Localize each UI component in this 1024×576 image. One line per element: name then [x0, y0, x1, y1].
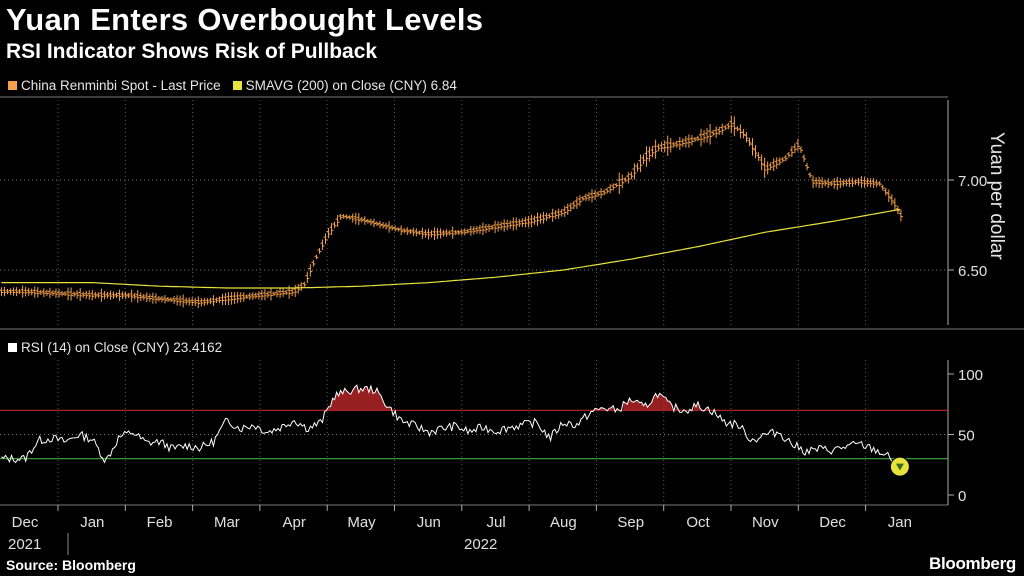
chart-subtitle: RSI Indicator Shows Risk of Pullback: [6, 40, 378, 63]
month-label: Mar: [214, 514, 240, 531]
legend-item-sma: SMAVG (200) on Close (CNY) 6.84: [232, 78, 457, 93]
spot-series: [0, 115, 903, 309]
month-label: Dec: [12, 514, 39, 531]
rsi-tick-label: 100: [958, 367, 983, 384]
month-label: Jan: [888, 514, 912, 531]
month-label: Nov: [752, 514, 779, 531]
month-label: Sep: [617, 514, 644, 531]
source-note: Source: Bloomberg: [6, 557, 136, 573]
rsi-tick-label: 0: [958, 488, 966, 505]
sma-line: [1, 208, 901, 289]
month-label: Jun: [417, 514, 441, 531]
overbought-fill: [623, 393, 672, 411]
chart-title: Yuan Enters Overbought Levels: [6, 2, 484, 37]
sma-swatch-icon: [232, 81, 242, 90]
month-label: Apr: [283, 514, 306, 531]
month-label: Oct: [686, 514, 710, 531]
y-axis-label: Yuan per dollar: [986, 132, 1007, 260]
bloomberg-logo: Bloomberg: [928, 554, 1016, 573]
rsi-marker-glyph: [895, 463, 904, 471]
legend-rsi-label: RSI (14) on Close (CNY) 23.4162: [21, 340, 223, 355]
price-legend: China Renminbi Spot - Last Price SMAVG (…: [8, 78, 469, 93]
rsi-swatch-icon: [8, 343, 17, 352]
rsi-legend: RSI (14) on Close (CNY) 23.4162: [8, 340, 222, 355]
spot-swatch-icon: [8, 81, 17, 90]
rsi-line: [1, 384, 900, 464]
month-label: Dec: [819, 514, 846, 531]
rsi-tick-label: 50: [958, 428, 975, 445]
legend-spot-label: China Renminbi Spot - Last Price: [21, 78, 221, 93]
month-label: Jan: [80, 514, 104, 531]
price-tick-label: 6.50: [958, 263, 987, 280]
price-tick-label: 7.00: [958, 173, 987, 190]
month-label: May: [347, 514, 376, 531]
overbought-fill: [326, 385, 392, 411]
month-label: Feb: [147, 514, 173, 531]
legend-sma-label: SMAVG (200) on Close (CNY) 6.84: [245, 78, 457, 93]
month-label: Jul: [487, 514, 506, 531]
legend-item-spot: China Renminbi Spot - Last Price: [8, 78, 221, 93]
year-label: 2022: [464, 536, 497, 553]
month-label: Aug: [550, 514, 577, 531]
year-label: 2021: [8, 536, 41, 553]
